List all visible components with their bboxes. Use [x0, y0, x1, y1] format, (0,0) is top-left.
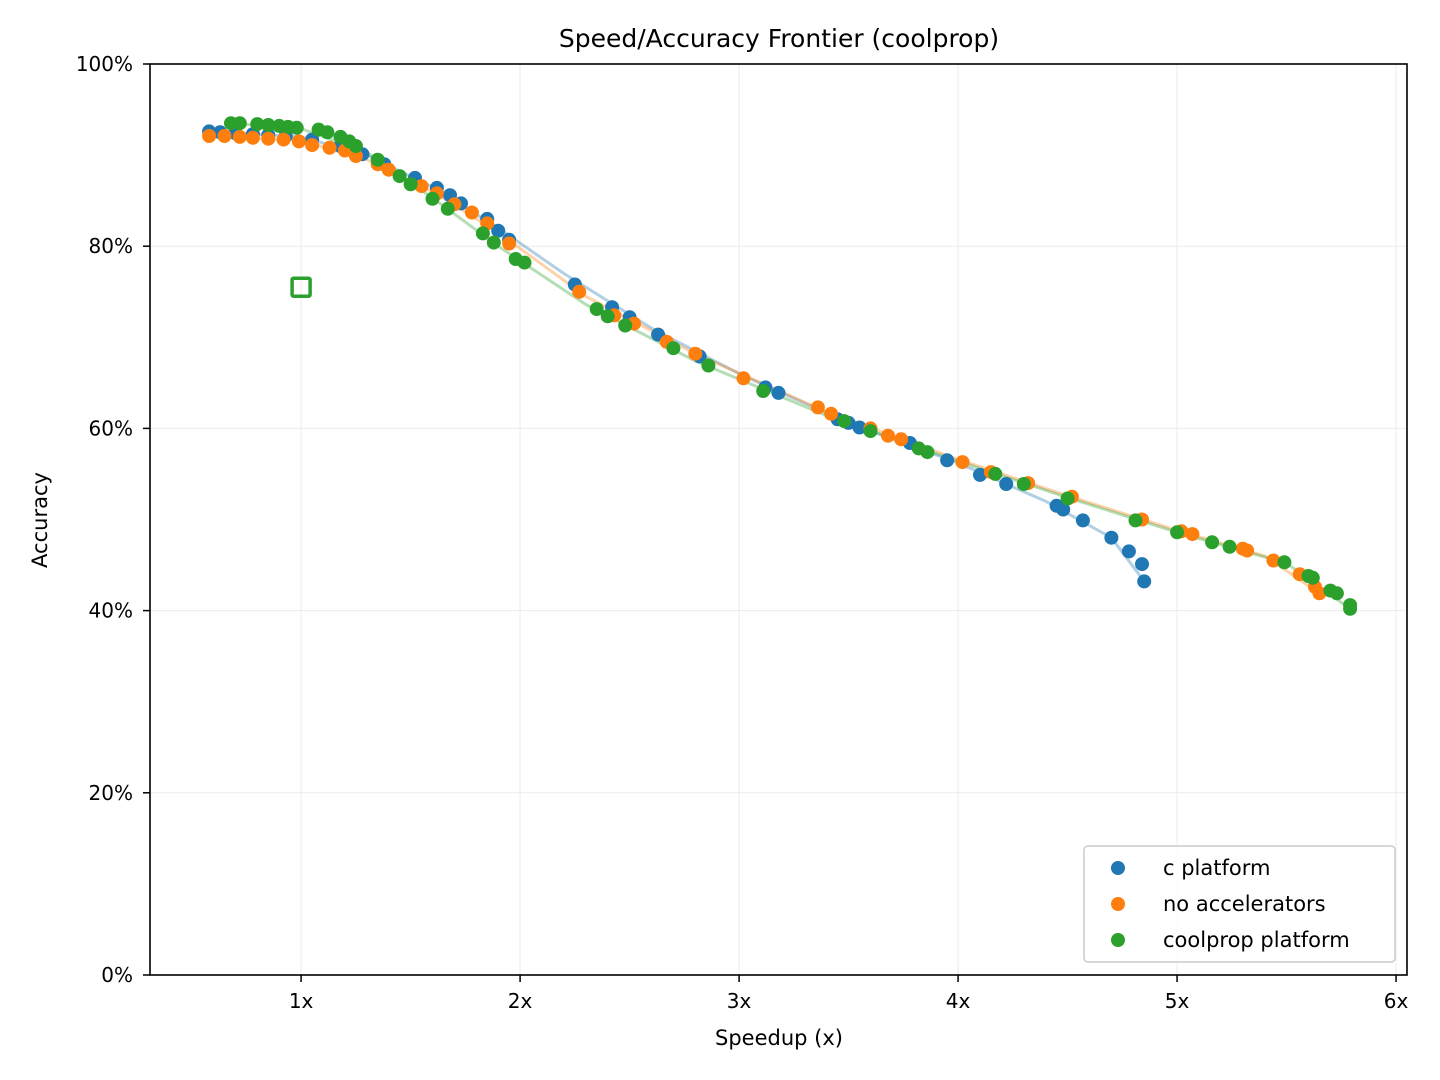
- plot-frame: [149, 63, 1408, 976]
- series-no-accelerators: [202, 129, 1327, 601]
- x-tick-label: 4x: [946, 989, 971, 1013]
- x-tick-label: 5x: [1165, 989, 1190, 1013]
- legend-label: no accelerators: [1163, 892, 1326, 916]
- legend-marker-icon: [1111, 933, 1125, 947]
- y-tick-label: 0%: [101, 963, 133, 987]
- x-tick-label: 1x: [289, 989, 314, 1013]
- y-tick-label: 40%: [89, 599, 133, 623]
- baseline-marker: [290, 276, 312, 298]
- series-c-platform: [202, 124, 1152, 589]
- x-tick-label: 6x: [1384, 989, 1409, 1013]
- legend-label: coolprop platform: [1163, 928, 1350, 952]
- y-tick-label: 80%: [89, 234, 133, 258]
- series-coolprop-platform: [224, 116, 1358, 616]
- y-tick-label: 60%: [89, 416, 133, 440]
- data-points: [202, 116, 1358, 616]
- grid-lines: [150, 63, 1407, 976]
- y-axis-ticks: 0% 20% 40% 60% 80% 100%: [76, 52, 150, 987]
- legend-label: c platform: [1163, 856, 1270, 880]
- x-tick-label: 2x: [508, 989, 533, 1013]
- x-tick-label: 3x: [727, 989, 752, 1013]
- legend-marker-icon: [1111, 861, 1125, 875]
- y-tick-label: 20%: [89, 781, 133, 805]
- legend: c platform no accelerators coolprop platfo…: [1083, 845, 1396, 963]
- y-axis-label: Accuracy: [28, 472, 52, 568]
- legend-marker-icon: [1111, 897, 1125, 911]
- y-tick-label: 100%: [76, 52, 133, 76]
- x-axis-label: Speedup (x): [715, 1026, 843, 1050]
- x-axis-ticks: 1x 2x 3x 4x 5x 6x: [289, 975, 1409, 1013]
- hollow-square-marker-icon: [290, 276, 312, 298]
- chart-title: Speed/Accuracy Frontier (coolprop): [559, 24, 999, 53]
